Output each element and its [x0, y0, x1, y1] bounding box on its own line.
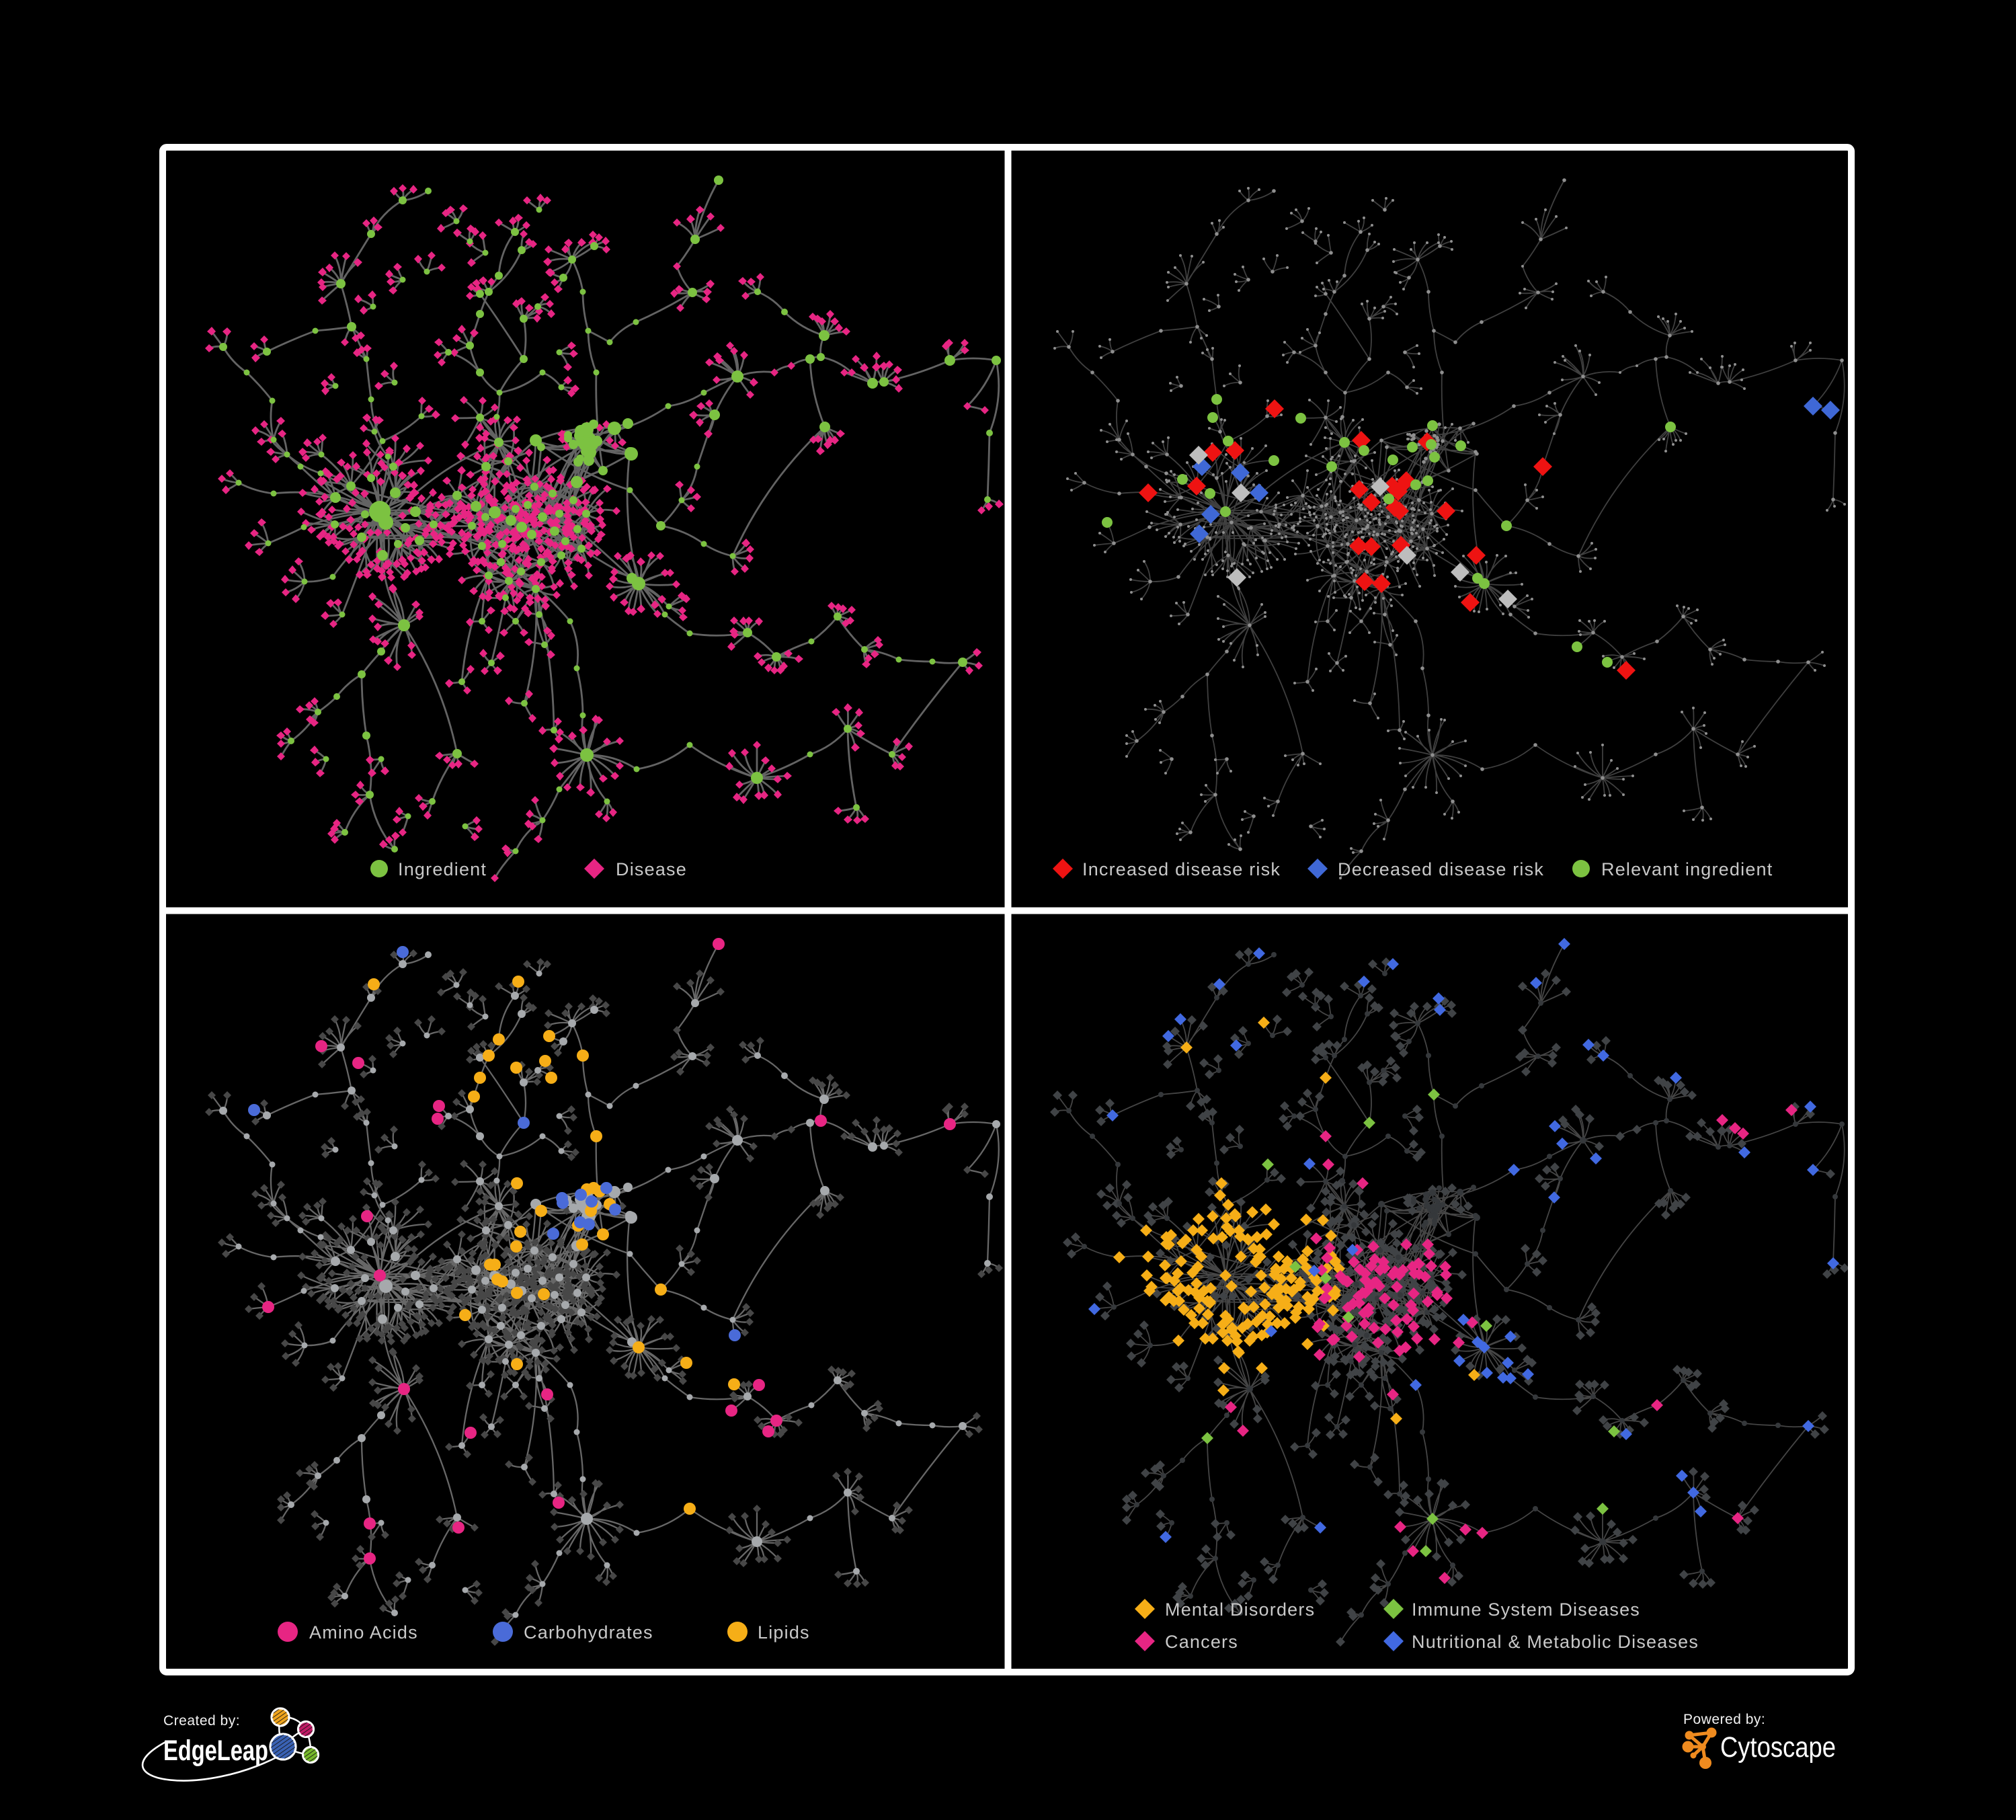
- svg-text:Disease: Disease: [616, 859, 687, 879]
- svg-text:Increased disease risk: Increased disease risk: [1082, 859, 1281, 879]
- svg-text:Mental Disorders: Mental Disorders: [1165, 1599, 1315, 1620]
- svg-text:Immune System Diseases: Immune System Diseases: [1412, 1599, 1640, 1620]
- svg-text:EdgeLeap: EdgeLeap: [163, 1735, 268, 1767]
- svg-text:Carbohydrates: Carbohydrates: [524, 1622, 653, 1643]
- svg-text:Created by:: Created by:: [163, 1713, 240, 1729]
- svg-text:Cytoscape: Cytoscape: [1720, 1731, 1836, 1764]
- svg-text:Powered by:: Powered by:: [1683, 1712, 1765, 1727]
- svg-text:Nutritional & Metabolic Diseas: Nutritional & Metabolic Diseases: [1412, 1632, 1699, 1652]
- svg-text:Lipids: Lipids: [758, 1622, 810, 1643]
- svg-text:Cancers: Cancers: [1165, 1632, 1238, 1652]
- svg-text:Decreased disease risk: Decreased disease risk: [1338, 859, 1544, 879]
- svg-text:Amino Acids: Amino Acids: [309, 1622, 418, 1643]
- svg-text:Relevant ingredient: Relevant ingredient: [1601, 859, 1773, 879]
- svg-text:Ingredient: Ingredient: [398, 859, 487, 879]
